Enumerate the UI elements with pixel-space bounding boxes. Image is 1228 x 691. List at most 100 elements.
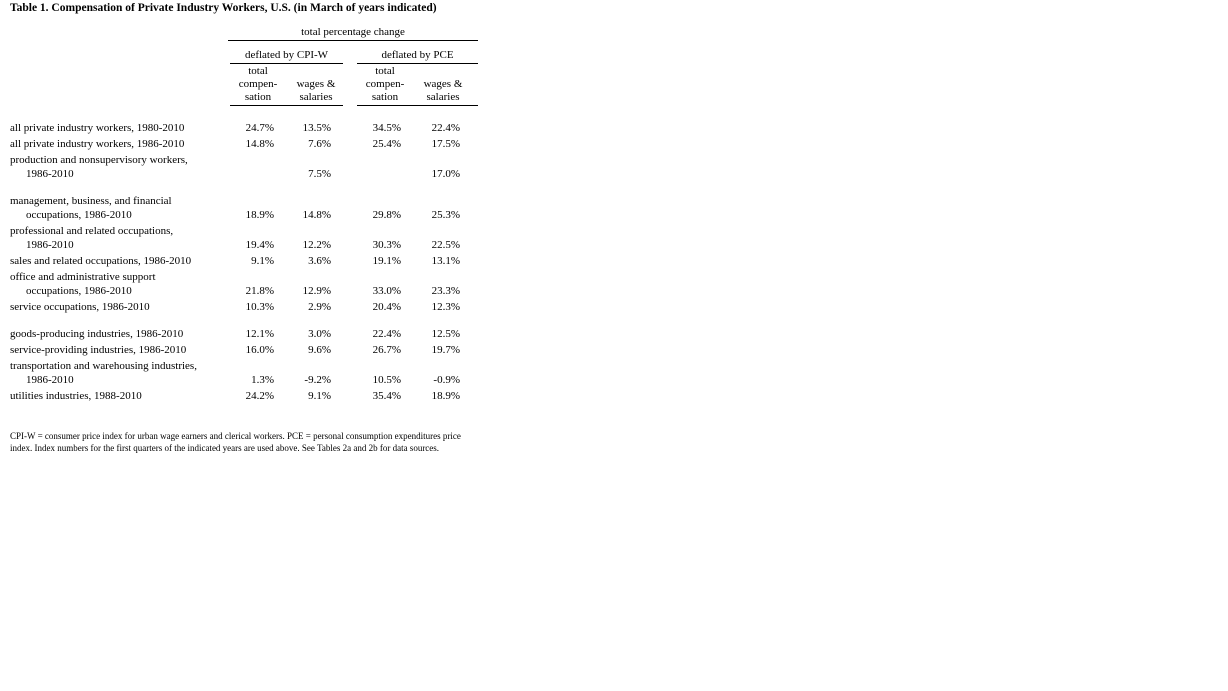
row-label-line: occupations, 1986-2010 [26, 209, 132, 221]
header-bottom-rule-cpiw [230, 105, 343, 106]
table-row: service occupations, 1986-2010 10.3% 2.9% 2… [10, 300, 470, 314]
value-cell: 24.7% [245, 122, 274, 134]
value-cell: 13.1% [431, 255, 460, 267]
value-cell: 7.5% [308, 168, 331, 180]
value-cell: 12.9% [302, 285, 331, 297]
group-rule-cpiw [230, 63, 343, 64]
row-label-line: 1986-2010 [26, 374, 74, 386]
table-title: Table 1. Compensation of Private Industr… [10, 2, 437, 14]
column-header-line: compen- [365, 78, 405, 90]
row-label: transportation and warehousing industrie… [10, 359, 228, 387]
row-label-line: transportation and warehousing industrie… [10, 360, 197, 372]
header-bottom-rule-pce [357, 105, 478, 106]
row-label-line: sales and related occupations, 1986-2010 [10, 255, 192, 267]
row-label: service-providing industries, 1986-2010 [10, 343, 228, 357]
table-row: all private industry workers, 1986-2010 1… [10, 137, 470, 151]
value-cell: 2.9% [308, 301, 331, 313]
row-label-line: production and nonsupervisory workers, [10, 154, 188, 166]
value-cell: 3.0% [308, 328, 331, 340]
table-row: professional and related occupations, 198… [10, 224, 470, 252]
value-cell: 22.5% [431, 239, 460, 251]
row-label: service occupations, 1986-2010 [10, 300, 228, 314]
table-row: all private industry workers, 1980-2010 2… [10, 121, 470, 135]
column-header-pce-wages-salaries: wages & salaries [413, 78, 473, 104]
group-header-cpiw: deflated by CPI-W [244, 49, 329, 61]
row-label-line: service occupations, 1986-2010 [10, 301, 150, 313]
row-label: all private industry workers, 1986-2010 [10, 137, 228, 151]
value-cell: 19.7% [431, 344, 460, 356]
table-row: service-providing industries, 1986-2010 1… [10, 343, 470, 357]
row-label-line: management, business, and financial [10, 195, 172, 207]
table-row: utilities industries, 1988-2010 24.2% 9.1%… [10, 389, 470, 403]
value-cell: 3.6% [308, 255, 331, 267]
column-header-line: salaries [299, 91, 333, 103]
table-row: production and nonsupervisory workers, 19… [10, 153, 470, 181]
row-label-line: professional and related occupations, [10, 225, 174, 237]
value-cell: 21.8% [245, 285, 274, 297]
column-header-line: sation [371, 91, 399, 103]
row-spacer [10, 181, 470, 192]
row-label: all private industry workers, 1980-2010 [10, 121, 228, 135]
group-header-pce: deflated by PCE [381, 49, 454, 61]
value-cell: 30.3% [372, 239, 401, 251]
table-row: sales and related occupations, 1986-2010… [10, 254, 470, 268]
value-cell: 22.4% [431, 122, 460, 134]
value-cell: 23.3% [431, 285, 460, 297]
value-cell: 9.1% [308, 390, 331, 402]
group-rule-pce [357, 63, 478, 64]
row-label: professional and related occupations, 198… [10, 224, 228, 252]
row-label-line: occupations, 1986-2010 [26, 285, 132, 297]
value-cell: 10.5% [372, 374, 401, 386]
value-cell: 12.3% [431, 301, 460, 313]
row-label-line: 1986-2010 [26, 168, 74, 180]
column-header-line: sation [244, 91, 272, 103]
value-cell: 17.5% [431, 138, 460, 150]
row-label: office and administrative support occupat… [10, 270, 228, 298]
value-cell: 24.2% [245, 390, 274, 402]
table-row: office and administrative support occupat… [10, 270, 470, 298]
value-cell: 7.6% [308, 138, 331, 150]
table-row: management, business, and financial occup… [10, 194, 470, 222]
value-cell: 10.3% [245, 301, 274, 313]
value-cell: 33.0% [372, 285, 401, 297]
value-cell: 17.0% [431, 168, 460, 180]
row-label: sales and related occupations, 1986-2010 [10, 254, 228, 268]
value-cell: 18.9% [431, 390, 460, 402]
row-label-line: all private industry workers, 1986-2010 [10, 138, 185, 150]
column-header-line: wages & [296, 78, 336, 90]
row-label-line: all private industry workers, 1980-2010 [10, 122, 185, 134]
table-rows: all private industry workers, 1980-2010 2… [10, 121, 470, 403]
column-header-line: wages & [423, 78, 463, 90]
value-cell: 12.1% [245, 328, 274, 340]
value-cell: 13.5% [302, 122, 331, 134]
value-cell: 14.8% [302, 209, 331, 221]
value-cell: 25.4% [372, 138, 401, 150]
column-header-line: total [375, 65, 395, 77]
value-cell: 1.3% [251, 374, 274, 386]
value-cell: 14.8% [245, 138, 274, 150]
value-cell: 26.7% [372, 344, 401, 356]
value-cell: 9.6% [308, 344, 331, 356]
table-row: transportation and warehousing industrie… [10, 359, 470, 387]
row-label: production and nonsupervisory workers, 19… [10, 153, 228, 181]
row-spacer [10, 314, 470, 325]
value-cell: 19.4% [245, 239, 274, 251]
span-header-rule [228, 40, 478, 41]
column-header-line: compen- [238, 78, 278, 90]
row-label-line: office and administrative support [10, 271, 156, 283]
footnote: CPI-W = consumer price index for urban w… [10, 431, 461, 453]
value-cell: -0.9% [433, 374, 460, 386]
column-header-pce-total-compensation: total compen- sation [355, 65, 415, 104]
span-header-label: total percentage change [301, 26, 405, 38]
value-cell: 20.4% [372, 301, 401, 313]
value-cell: 25.3% [431, 209, 460, 221]
value-cell: 22.4% [372, 328, 401, 340]
column-header-line: salaries [426, 91, 460, 103]
value-cell: 9.1% [251, 255, 274, 267]
value-cell: -9.2% [304, 374, 331, 386]
value-cell: 18.9% [245, 209, 274, 221]
row-label: goods-producing industries, 1986-2010 [10, 327, 228, 341]
row-label-line: utilities industries, 1988-2010 [10, 390, 142, 402]
row-label-line: service-providing industries, 1986-2010 [10, 344, 187, 356]
